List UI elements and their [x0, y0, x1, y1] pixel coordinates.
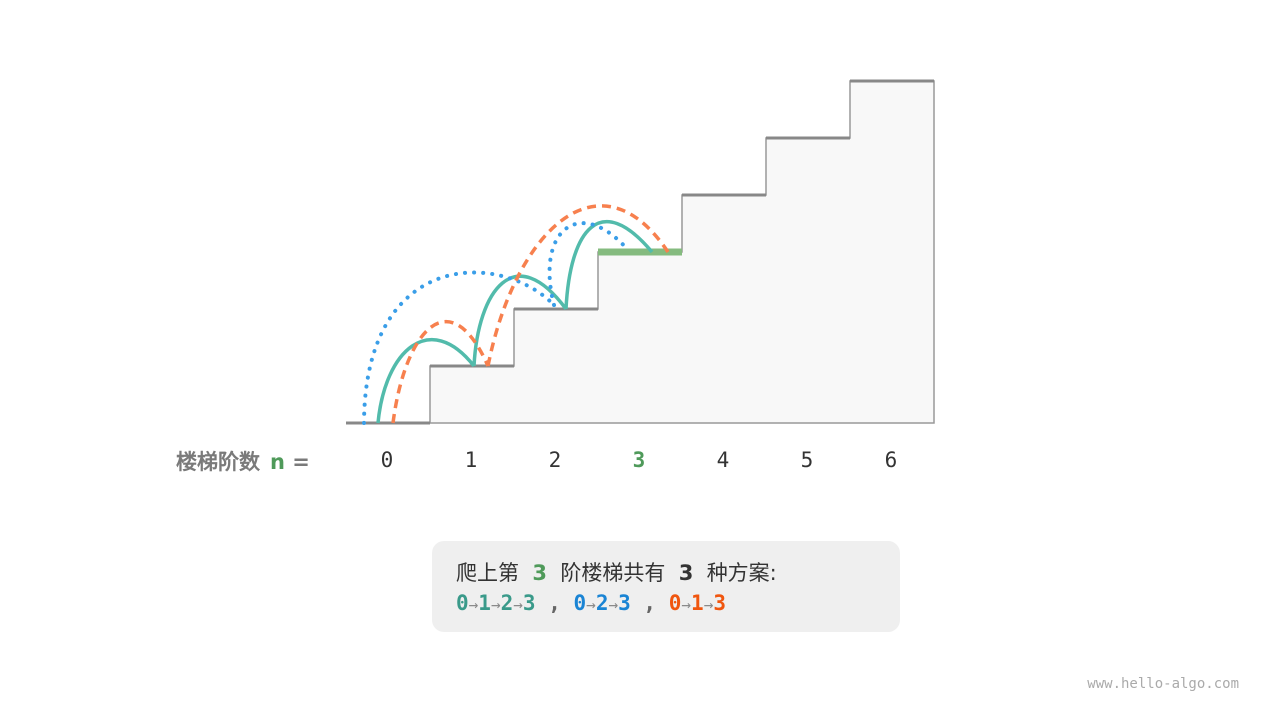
step-label: 4	[716, 448, 730, 472]
path-0-2-3-curve	[362, 221, 630, 425]
caption-line: 爬上第 3 阶楼梯共有 3 种方案:	[456, 557, 777, 587]
separator: ,	[643, 591, 657, 615]
step-label-target: 3	[632, 448, 646, 472]
axis-var: n	[270, 450, 285, 474]
step-label: 6	[884, 448, 898, 472]
axis-title-text: 楼梯阶数	[176, 450, 260, 474]
step-label: 1	[464, 448, 478, 472]
caption-text: 种方案:	[706, 561, 777, 585]
step-label: 0	[380, 448, 394, 472]
axis-eq: =	[292, 450, 310, 474]
path-0-1-3-curve	[391, 204, 670, 424]
paths-line: 0→1→2→3 , 0→2→3 , 0→1→3	[456, 591, 726, 615]
caption-box: 爬上第 3 阶楼梯共有 3 种方案: 0→1→2→3 , 0→2→3 , 0→1…	[432, 541, 900, 632]
axis-title: 楼梯阶数 n =	[176, 446, 310, 476]
separator: ,	[548, 591, 561, 615]
step-label: 5	[800, 448, 814, 472]
watermark: www.hello-algo.com	[1087, 676, 1239, 692]
step-label: 2	[548, 448, 562, 472]
caption-count: 3	[678, 561, 694, 585]
path-3: 0→1→3	[668, 591, 726, 615]
path-1: 0→1→2→3	[456, 591, 536, 615]
caption-text: 阶楼梯共有	[560, 561, 666, 585]
caption-text: 爬上第	[456, 561, 519, 585]
caption-n: 3	[532, 561, 547, 585]
path-2: 0→2→3	[573, 591, 631, 615]
path-0-1-2-3-curve	[376, 219, 654, 424]
